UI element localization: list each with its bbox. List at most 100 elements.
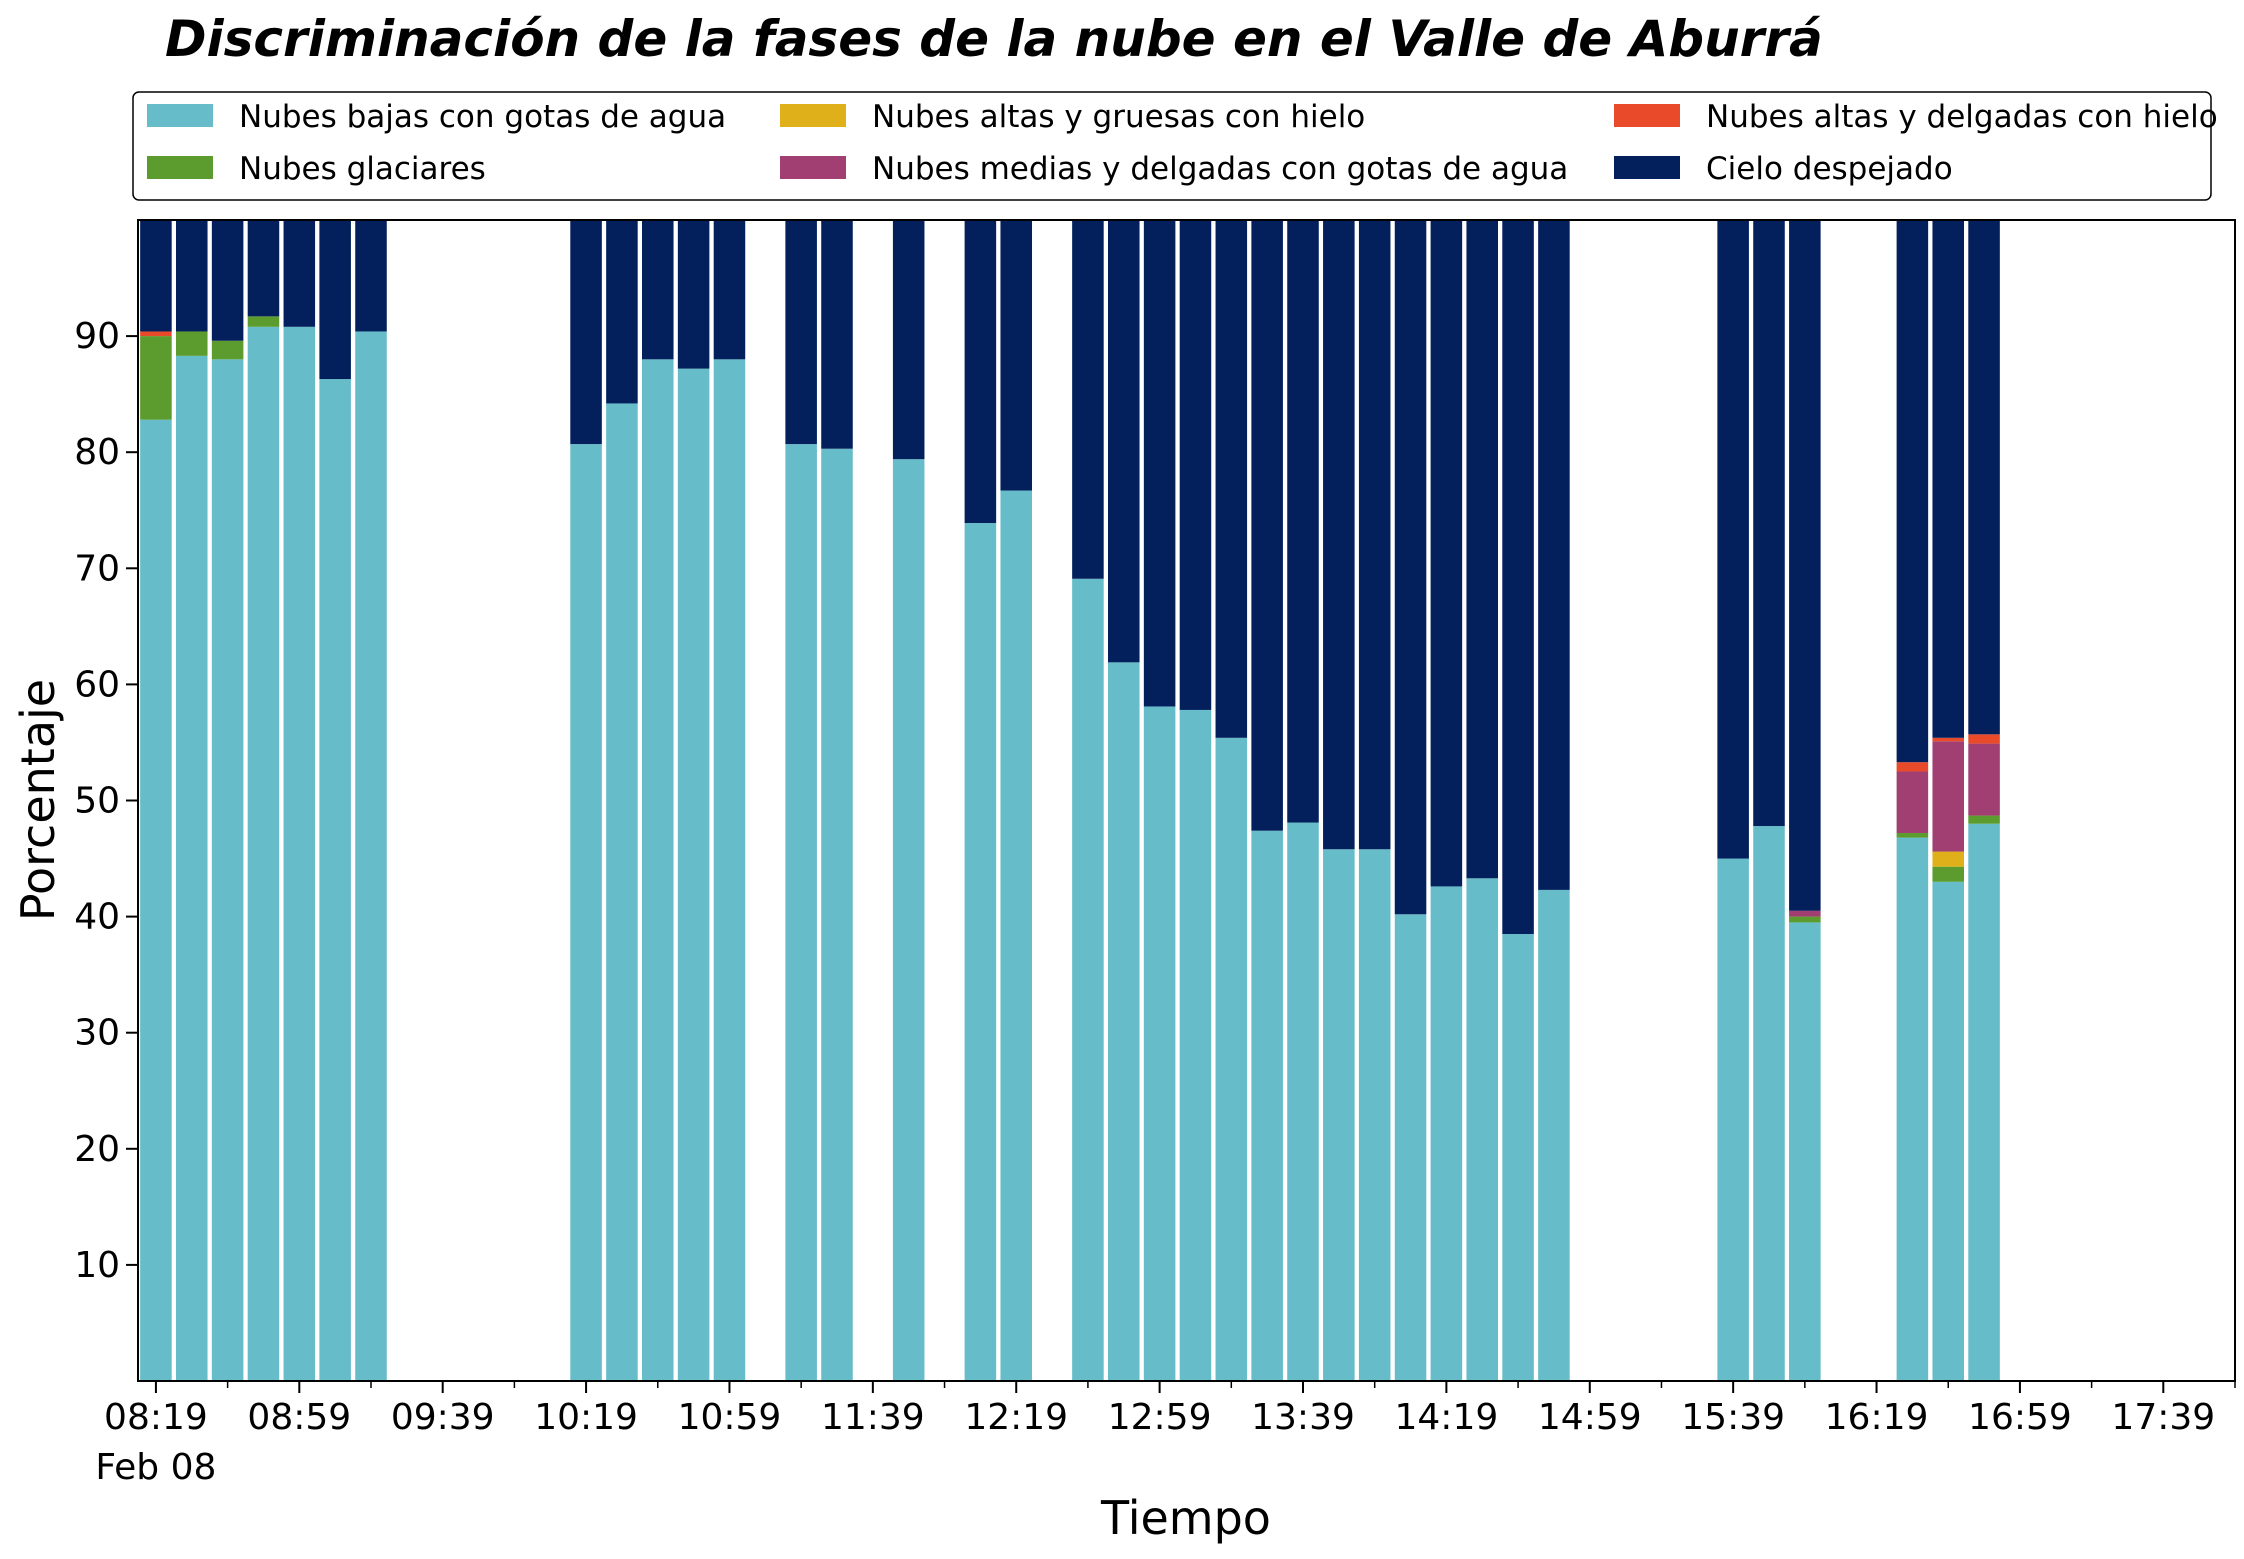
bar-1349-series-5 xyxy=(1323,220,1355,850)
bar-1249-series-5 xyxy=(1108,220,1140,663)
bar-0859-series-5 xyxy=(283,220,316,327)
x-tick-label: 08:19 xyxy=(104,1397,208,1438)
bar-1439-series-5 xyxy=(1502,220,1534,935)
bar-1409-series-5 xyxy=(1394,220,1427,915)
chart-title: Discriminación de la fases de la nube en… xyxy=(165,10,1823,68)
bar-1539-series-0 xyxy=(1717,858,1749,1381)
bar-0819-series-4 xyxy=(140,331,172,337)
bar-1629-series-1 xyxy=(1896,833,1929,838)
x-tick-label: 15:39 xyxy=(1681,1397,1785,1438)
x-tick-label: 17:39 xyxy=(2111,1397,2215,1438)
bar-0839-series-0 xyxy=(211,359,244,1381)
y-tick-label: 20 xyxy=(74,1129,120,1170)
bar-1359-series-5 xyxy=(1358,220,1391,850)
y-tick-label: 70 xyxy=(74,548,120,589)
bar-0819-series-1 xyxy=(140,336,172,420)
legend-frame xyxy=(132,91,2212,201)
x-tick-label: 10:59 xyxy=(678,1397,782,1438)
bar-1329-series-0 xyxy=(1251,830,1283,1381)
bar-1449-series-5 xyxy=(1538,220,1570,890)
bar-0919-series-0 xyxy=(355,331,387,1382)
bar-1119-series-5 xyxy=(785,220,817,445)
bar-1549-series-0 xyxy=(1753,826,1785,1381)
bar-1049-series-0 xyxy=(677,368,710,1381)
y-axis: 10 20 30 40 50 60 70 80 90 xyxy=(74,316,138,1286)
bar-0829-series-1 xyxy=(176,331,208,356)
bar-0849-series-1 xyxy=(247,316,280,327)
legend-label: Nubes altas y gruesas con hielo xyxy=(872,99,1365,135)
legend-label: Nubes altas y delgadas con hielo xyxy=(1706,99,2218,135)
bar-1639-series-1 xyxy=(1932,866,1964,882)
bar-1219-series-5 xyxy=(1000,220,1032,491)
bar-1409-series-0 xyxy=(1394,914,1427,1381)
bar-1259-series-0 xyxy=(1143,706,1176,1381)
bar-0849-series-5 xyxy=(247,220,280,317)
bar-1639-series-0 xyxy=(1932,881,1964,1381)
bar-1629-series-4 xyxy=(1896,762,1929,772)
bar-1119-series-0 xyxy=(785,444,817,1381)
y-tick-label: 30 xyxy=(74,1013,120,1054)
bar-1239-series-0 xyxy=(1072,578,1104,1381)
bar-1419-series-5 xyxy=(1430,220,1463,887)
bar-1429-series-0 xyxy=(1466,878,1498,1381)
y-tick-label: 50 xyxy=(74,781,120,822)
bar-1559-series-0 xyxy=(1789,922,1821,1381)
x-tick-label: 13:39 xyxy=(1251,1397,1355,1438)
bar-0909-series-5 xyxy=(319,220,351,380)
bar-0839-series-5 xyxy=(211,220,244,341)
bar-1629-series-3 xyxy=(1896,771,1929,834)
legend-swatch xyxy=(780,156,846,179)
bar-0909-series-0 xyxy=(319,379,351,1381)
x-tick-label: 16:59 xyxy=(1968,1397,2072,1438)
bar-0819-series-5 xyxy=(140,220,172,332)
bar-1319-series-5 xyxy=(1215,220,1248,738)
x-tick-label: 12:19 xyxy=(964,1397,1068,1438)
bar-1639-series-2 xyxy=(1932,851,1964,867)
bar-0839-series-1 xyxy=(211,340,244,360)
bars-group xyxy=(140,220,2000,1382)
bar-1049-series-5 xyxy=(677,220,710,369)
bar-1209-series-5 xyxy=(964,220,997,524)
bar-1329-series-5 xyxy=(1251,220,1283,831)
plot-area: 10 20 30 40 50 60 70 80 90 08:19 Feb 08 08:59 09:39… xyxy=(74,219,2236,1488)
bar-1029-series-5 xyxy=(606,220,638,404)
bar-0829-series-0 xyxy=(176,355,208,1382)
legend-label: Nubes bajas con gotas de agua xyxy=(239,99,726,135)
y-tick-label: 40 xyxy=(74,897,120,938)
x-tick-label: 14:59 xyxy=(1538,1397,1642,1438)
bar-1039-series-0 xyxy=(642,359,674,1381)
legend: Nubes bajas con gotas de agua Nubes altas… xyxy=(132,91,2218,201)
bar-1419-series-0 xyxy=(1430,886,1463,1381)
bar-1649-series-3 xyxy=(1968,743,2000,816)
bar-1639-series-5 xyxy=(1932,220,1964,738)
x-date-label: Feb 08 xyxy=(95,1447,216,1488)
bar-1649-series-0 xyxy=(1968,823,2000,1381)
bar-1019-series-0 xyxy=(570,444,602,1381)
bar-1449-series-0 xyxy=(1538,889,1570,1381)
legend-swatch xyxy=(1614,156,1680,179)
x-tick-label: 08:59 xyxy=(247,1397,351,1438)
x-tick-label: 12:59 xyxy=(1108,1397,1212,1438)
bar-1349-series-0 xyxy=(1323,849,1355,1381)
bar-1439-series-0 xyxy=(1502,934,1534,1381)
bar-1649-series-1 xyxy=(1968,815,2000,824)
y-tick-label: 80 xyxy=(74,432,120,473)
bar-1649-series-5 xyxy=(1968,220,2000,735)
bar-1309-series-5 xyxy=(1179,220,1212,710)
bar-1639-series-3 xyxy=(1932,741,1964,852)
bar-1039-series-5 xyxy=(642,220,674,360)
bar-0849-series-0 xyxy=(247,326,280,1381)
x-tick-label: 11:39 xyxy=(821,1397,925,1438)
y-tick-label: 10 xyxy=(74,1245,120,1286)
bar-0859-series-0 xyxy=(283,326,316,1381)
x-tick-label: 10:19 xyxy=(534,1397,638,1438)
bar-1059-series-5 xyxy=(713,220,746,360)
bar-1239-series-5 xyxy=(1072,220,1104,579)
bar-1639-series-4 xyxy=(1932,737,1964,742)
y-tick-label: 60 xyxy=(74,664,120,705)
bar-1359-series-0 xyxy=(1358,849,1391,1381)
bar-1309-series-0 xyxy=(1179,709,1212,1381)
legend-label: Cielo despejado xyxy=(1706,151,1953,187)
bar-1549-series-5 xyxy=(1753,220,1785,827)
